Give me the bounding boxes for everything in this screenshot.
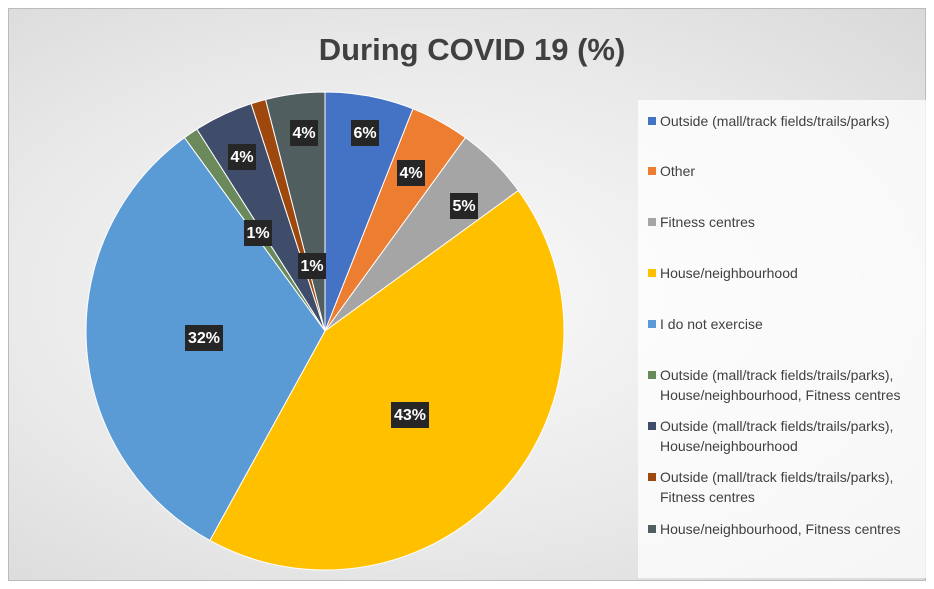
legend-item: Outside (mall/track fields/trails/parks) [648, 111, 930, 131]
legend-label: Outside (mall/track fields/trails/parks)… [660, 418, 894, 454]
legend-item: I do not exercise [648, 314, 930, 334]
data-label: 6% [353, 125, 376, 142]
legend: Outside (mall/track fields/trails/parks)… [638, 100, 928, 578]
data-label: 4% [399, 165, 422, 182]
legend-item: House/neighbourhood, Fitness centres [648, 519, 930, 539]
legend-swatch [648, 422, 656, 430]
legend-swatch [648, 269, 656, 277]
legend-label: House/neighbourhood, Fitness centres [660, 521, 901, 537]
legend-item: Outside (mall/track fields/trails/parks)… [648, 467, 930, 507]
legend-swatch [648, 117, 656, 125]
data-label-box [228, 144, 256, 170]
legend-item: Outside (mall/track fields/trails/parks)… [648, 416, 930, 456]
data-label: 5% [452, 198, 475, 215]
legend-label: House/neighbourhood [660, 265, 798, 281]
legend-item: Fitness centres [648, 212, 930, 232]
data-label-box [391, 402, 429, 428]
legend-swatch [648, 218, 656, 226]
legend-item: Other [648, 161, 930, 181]
chart-title: During COVID 19 (%) [319, 32, 626, 67]
data-label: 4% [230, 149, 253, 166]
data-label-box [450, 193, 478, 219]
data-label-box [397, 160, 425, 186]
legend-label: Other [660, 163, 696, 179]
data-label: 1% [246, 225, 269, 242]
data-label-box [185, 325, 223, 351]
pie-slice [209, 189, 565, 571]
legend-swatch [648, 371, 656, 379]
data-label-box [244, 220, 272, 246]
data-label: 43% [394, 407, 426, 424]
legend-item: House/neighbourhood [648, 263, 930, 283]
data-label: 4% [292, 125, 315, 142]
legend-label: Outside (mall/track fields/trails/parks) [660, 113, 890, 129]
data-label-box [298, 253, 326, 279]
legend-label: Outside (mall/track fields/trails/parks)… [660, 367, 901, 403]
legend-label: Fitness centres [660, 214, 755, 230]
legend-swatch [648, 167, 656, 175]
data-label: 1% [300, 258, 323, 275]
legend-item: Outside (mall/track fields/trails/parks)… [648, 365, 930, 405]
data-label-box [290, 120, 318, 146]
legend-label: Outside (mall/track fields/trails/parks)… [660, 469, 894, 505]
legend-swatch [648, 320, 656, 328]
legend-swatch [648, 525, 656, 533]
data-label: 32% [188, 330, 220, 347]
data-label-box [351, 120, 379, 146]
legend-label: I do not exercise [660, 316, 763, 332]
legend-swatch [648, 473, 656, 481]
